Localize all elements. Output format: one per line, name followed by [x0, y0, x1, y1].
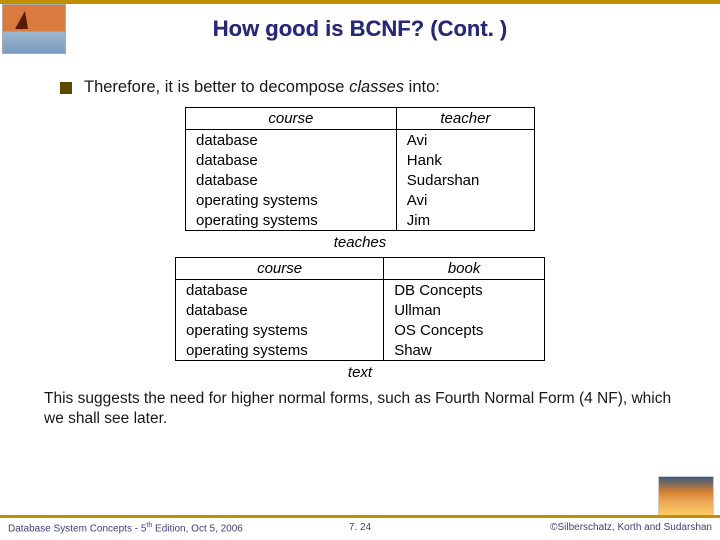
bullet-text: Therefore, it is better to decompose cla…: [84, 78, 440, 97]
header: How good is BCNF? (Cont. ): [0, 4, 720, 60]
footer-bar: Database System Concepts - 5th Edition, …: [0, 518, 720, 540]
sunset-image: [658, 476, 714, 516]
footer-left: Database System Concepts - 5th Edition, …: [8, 522, 243, 534]
table-row: operating systemsAvi: [186, 190, 535, 210]
teaches-table-wrap: course teacher databaseAvi databaseHank …: [185, 107, 535, 231]
text-table: course book databaseDB Concepts database…: [175, 257, 545, 361]
table-row: operating systemsShaw: [176, 340, 545, 361]
table-row: operating systemsJim: [186, 210, 535, 231]
slide-title: How good is BCNF? (Cont. ): [0, 4, 720, 42]
col-teacher: teacher: [396, 108, 534, 130]
footer-center: 7. 24: [349, 522, 371, 533]
text-table-wrap: course book databaseDB Concepts database…: [175, 257, 545, 361]
table-row: operating systemsOS Concepts: [176, 320, 545, 340]
bullet-suffix: into:: [404, 78, 440, 96]
bullet-item: Therefore, it is better to decompose cla…: [60, 78, 694, 97]
bullet-square-icon: [60, 82, 72, 94]
table-row: databaseAvi: [186, 130, 535, 151]
closing-text: This suggests the need for higher normal…: [44, 389, 676, 429]
footer-right: ©Silberschatz, Korth and Sudarshan: [550, 522, 712, 533]
teaches-caption: teaches: [26, 234, 694, 251]
content-area: Therefore, it is better to decompose cla…: [0, 78, 720, 429]
sailboat-image: [2, 4, 66, 54]
bullet-italic: classes: [349, 78, 404, 96]
table-row: databaseHank: [186, 150, 535, 170]
table-row: databaseUllman: [176, 300, 545, 320]
table-header-row: course book: [176, 258, 545, 280]
col-book: book: [384, 258, 545, 280]
teaches-table: course teacher databaseAvi databaseHank …: [185, 107, 535, 231]
bullet-prefix: Therefore, it is better to decompose: [84, 78, 349, 96]
table-header-row: course teacher: [186, 108, 535, 130]
table-row: databaseDB Concepts: [176, 280, 545, 301]
col-course: course: [186, 108, 397, 130]
col-course: course: [176, 258, 384, 280]
footer: Database System Concepts - 5th Edition, …: [0, 515, 720, 540]
text-caption: text: [26, 364, 694, 381]
boat-icon: [15, 11, 28, 29]
table-row: databaseSudarshan: [186, 170, 535, 190]
